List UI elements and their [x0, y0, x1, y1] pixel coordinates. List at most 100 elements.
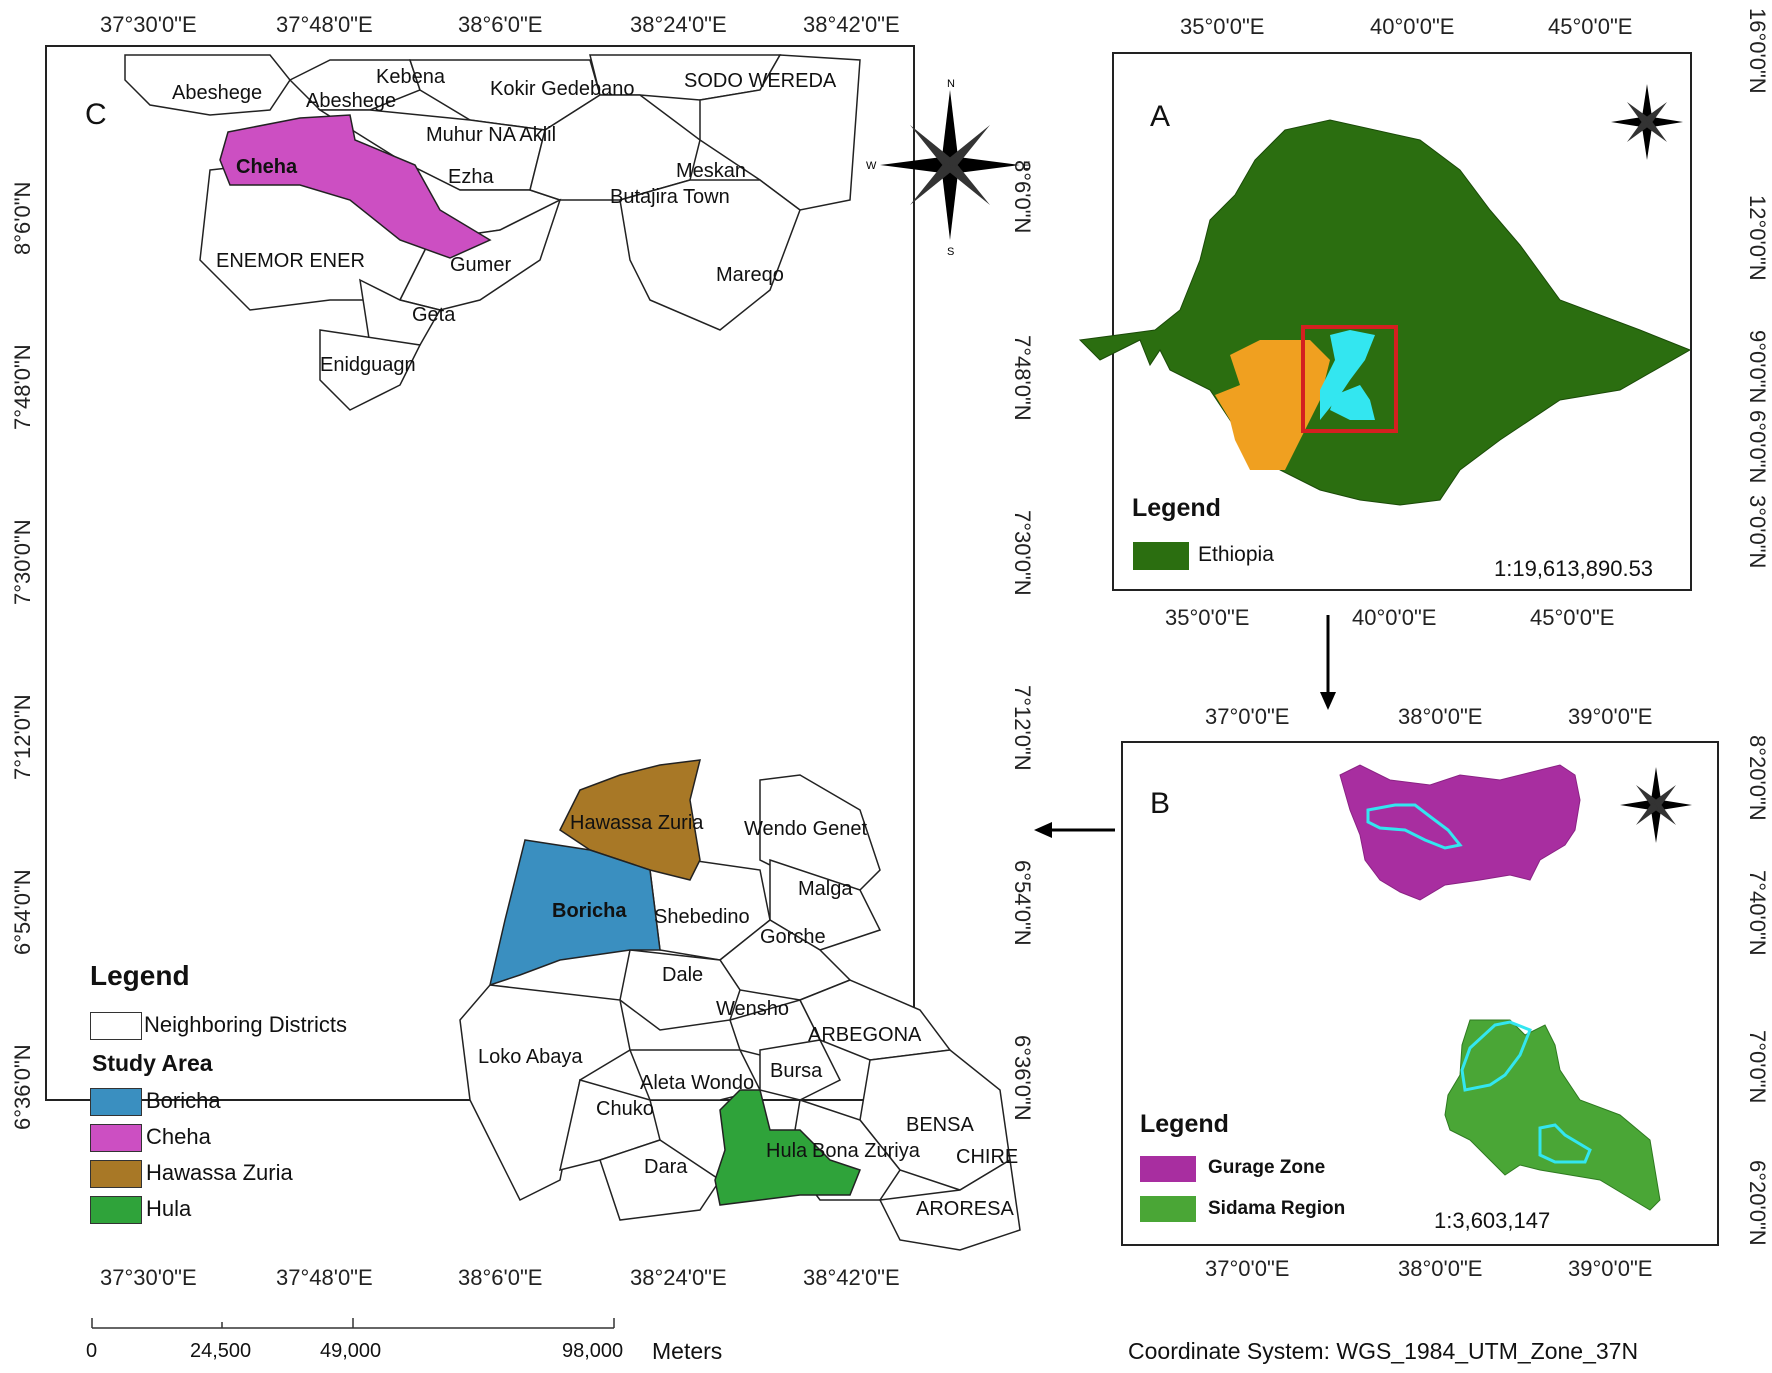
- label-chire: CHIRE: [956, 1146, 1019, 1168]
- panel-c-bottom-tick: 38°24'0"E: [630, 1265, 727, 1290]
- district-geta: [359, 278, 442, 346]
- legend-label-boricha: Boricha: [146, 1088, 221, 1113]
- svg-text:W: W: [866, 160, 877, 172]
- label-gumer: Gumer: [450, 254, 512, 276]
- label-ezha: Ezha: [448, 166, 494, 188]
- label-dara: Dara: [644, 1156, 688, 1178]
- legend-study-area-title: Study Area: [92, 1050, 213, 1076]
- label-enidguagn: Enidguagn: [320, 354, 416, 376]
- scale-unit: Meters: [652, 1338, 723, 1364]
- district-abeshege: [124, 54, 291, 116]
- label-boricha: Boricha: [552, 900, 627, 922]
- study-area-boricha: [488, 839, 661, 987]
- legend-swatch-boricha: [90, 1088, 142, 1116]
- panel-a-scale: 1:19,613,890.53: [1494, 556, 1654, 581]
- legend-label-gurage-zone: Gurage Zone: [1208, 1157, 1326, 1178]
- label-hawassa-zuria: Hawassa Zuria: [570, 812, 704, 834]
- label-loko-abaya: Loko Abaya: [478, 1046, 583, 1068]
- panel-b-letter: B: [1150, 787, 1171, 820]
- legend-swatch-ethiopia: [1133, 542, 1189, 570]
- district-malga: [769, 858, 882, 951]
- label-muhur-na-aklil: Muhur NA Aklil: [426, 124, 557, 146]
- panel-b-bottom-tick: 39°0'0"E: [1568, 1256, 1653, 1281]
- scale-label-98000: 98,000: [562, 1340, 624, 1362]
- legend-swatch-hula: [90, 1196, 142, 1224]
- study-area-cheha: [219, 114, 492, 259]
- panel-a-top-tick: 45°0'0"E: [1548, 14, 1633, 39]
- gurage-zone-shape: [1339, 764, 1581, 901]
- label-aleta-wondo: Aleta Wondo: [640, 1072, 755, 1094]
- panel-b-top-tick: 39°0'0"E: [1568, 704, 1653, 729]
- panel-b-right-lat-tick: 7°40'0"N: [1745, 870, 1770, 956]
- district-east: [699, 54, 861, 211]
- label-cheha: Cheha: [236, 156, 298, 178]
- label-dale: Dale: [662, 964, 704, 986]
- study-area-hula: [714, 1089, 861, 1206]
- label-chuko: Chuko: [596, 1098, 654, 1120]
- legend-label-neighboring: Neighboring Districts: [144, 1012, 347, 1037]
- district-mareqo: [619, 179, 801, 331]
- panel-b-right-lat-tick: 6°20'0"N: [1745, 1160, 1770, 1246]
- panel-c-top-tick: 37°48'0"E: [276, 12, 373, 37]
- panel-c-top-tick: 37°30'0"E: [100, 12, 197, 37]
- label-abeshege: Abeshege: [172, 82, 263, 104]
- label-malga: Malga: [798, 878, 853, 900]
- panel-b-top-tick: 38°0'0"E: [1398, 704, 1483, 729]
- svg-text:S: S: [947, 246, 954, 258]
- panel-a-top-tick: 35°0'0"E: [1180, 14, 1265, 39]
- legend-label-cheha: Cheha: [146, 1124, 211, 1149]
- sidama-study-outline-north: [1460, 1020, 1532, 1092]
- panel-c-bottom-tick: 38°6'0"E: [458, 1265, 543, 1290]
- legend-label-hawassa-zuria: Hawassa Zuria: [146, 1160, 293, 1185]
- sidama-study-outline-south: [1538, 1123, 1592, 1164]
- label-shebedino: Shebedino: [654, 906, 750, 928]
- label-hula: Hula: [766, 1140, 808, 1162]
- label-abeshege-2: Abeshege: [306, 90, 397, 112]
- panel-c-top-tick: 38°24'0"E: [630, 12, 727, 37]
- label-bona-zuriya: Bona Zuriya: [812, 1140, 920, 1162]
- label-mareqo: Mareqo: [716, 264, 784, 286]
- panel-c-legend-title: Legend: [90, 960, 190, 991]
- study-area-hawassa-zuria: [559, 759, 701, 881]
- district-dara: [599, 1139, 722, 1221]
- panel-b-legend-title: Legend: [1140, 1110, 1229, 1138]
- label-bursa: Bursa: [770, 1060, 823, 1082]
- legend-swatch-sidama-region: [1140, 1196, 1196, 1222]
- study-area-cyan-south: [1330, 385, 1375, 420]
- svg-text:N: N: [947, 78, 955, 90]
- panel-a-bottom-tick: 45°0'0"E: [1530, 605, 1615, 630]
- label-sodo-wereda: SODO WEREDA: [684, 70, 837, 92]
- gurage-study-outline: [1366, 803, 1463, 850]
- panel-c-top-tick: 38°6'0"E: [458, 12, 543, 37]
- legend-swatch-cheha: [90, 1124, 142, 1152]
- panel-b-top-tick: 37°0'0"E: [1205, 704, 1290, 729]
- legend-swatch-neighboring: [90, 1012, 142, 1040]
- label-geta: Geta: [412, 304, 456, 326]
- panel-a-bottom-tick: 40°0'0"E: [1352, 605, 1437, 630]
- panel-b-bottom-tick: 38°0'0"E: [1398, 1256, 1483, 1281]
- svg-text:E: E: [1023, 160, 1030, 172]
- district-bursa: [759, 1039, 842, 1101]
- label-butajira-town: Butajira Town: [610, 186, 730, 208]
- panel-b-right-lat-tick: 7°0'0"N: [1745, 1030, 1770, 1104]
- panel-c-letter: C: [85, 98, 107, 131]
- label-wendo-genet: Wendo Genet: [744, 818, 868, 840]
- panel-a-letter: A: [1150, 100, 1171, 133]
- panel-c-top-tick: 38°42'0"E: [803, 12, 900, 37]
- legend-swatch-gurage-zone: [1140, 1156, 1196, 1182]
- label-meskan: Meskan: [676, 160, 747, 182]
- panel-a-bottom-tick: 35°0'0"E: [1165, 605, 1250, 630]
- district-enidguagn: [319, 329, 422, 411]
- label-arbegona: ARBEGONA: [808, 1024, 922, 1046]
- study-area-cyan-north: [1320, 330, 1375, 420]
- scale-label-24500: 24,500: [190, 1340, 252, 1362]
- inset-red-rectangle: [1301, 325, 1398, 433]
- panel-a-legend-title: Legend: [1132, 494, 1221, 522]
